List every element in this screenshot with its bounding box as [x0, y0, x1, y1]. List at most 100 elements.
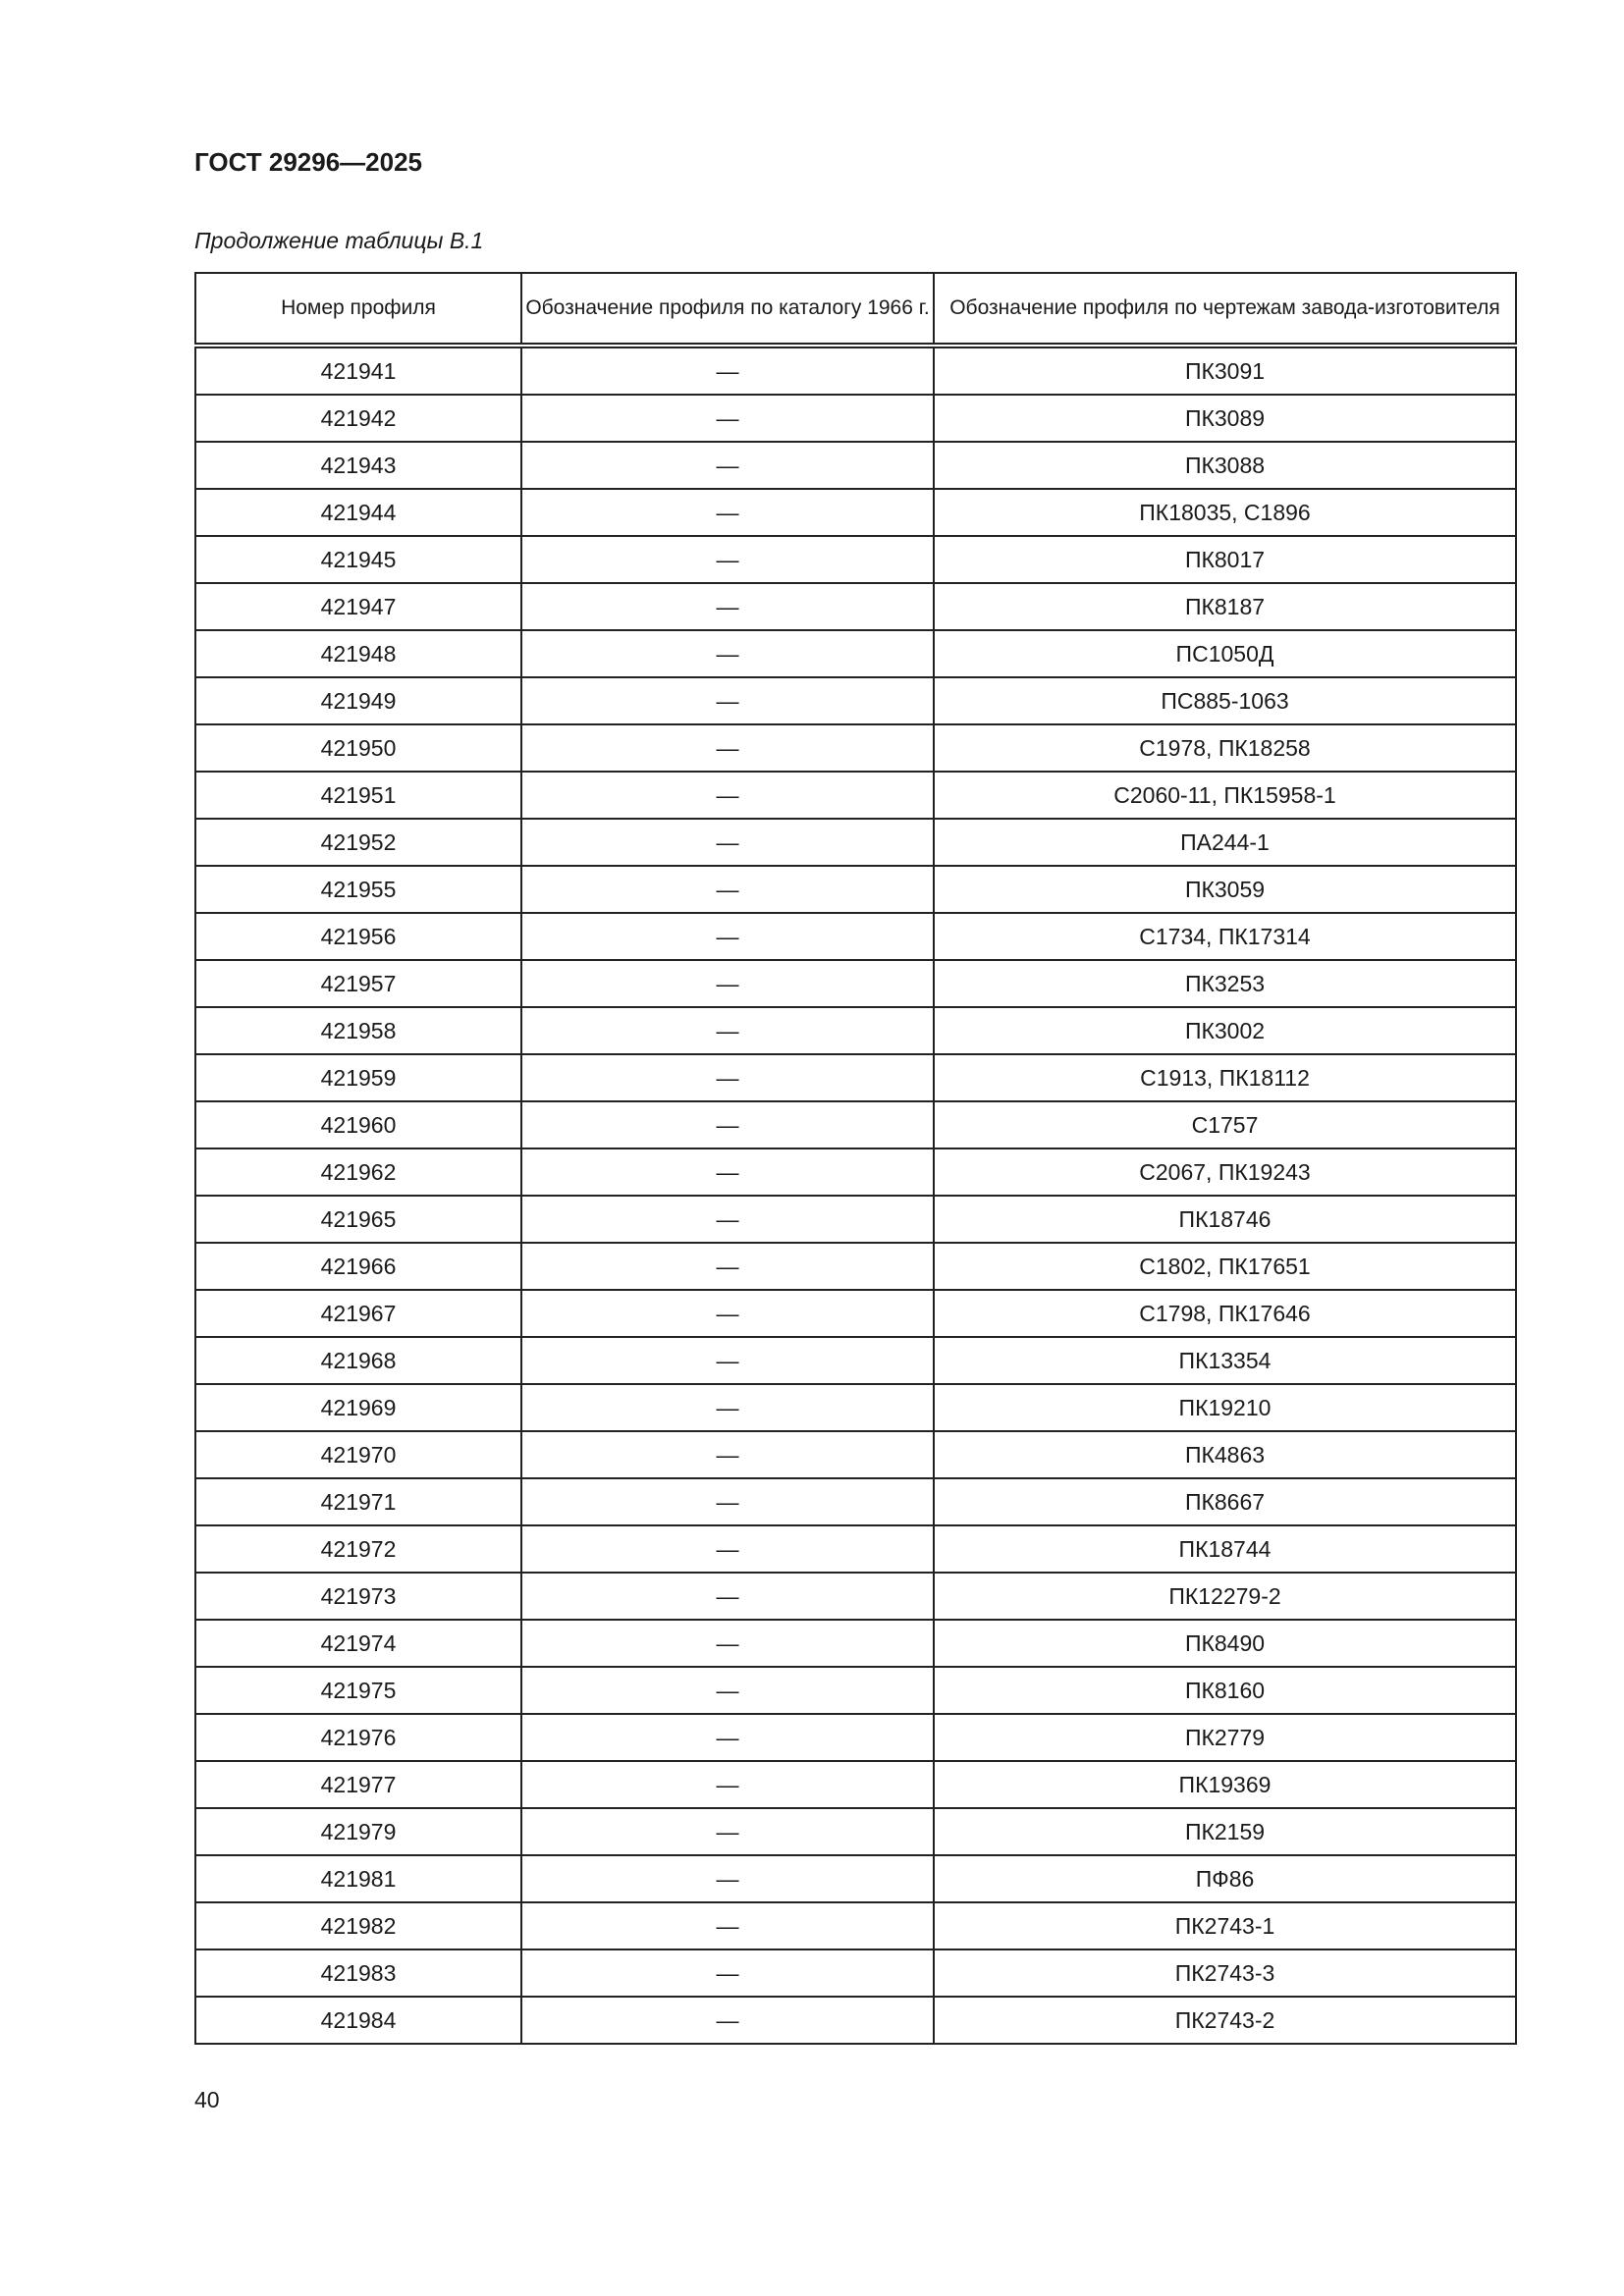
table-row: 421969— ПК19210	[194, 1383, 1517, 1432]
cell-profile-number: 421959	[194, 1053, 522, 1102]
cell-profile-number: 421966	[194, 1242, 522, 1291]
profile-table: Номер профиля Обозначение профиля по кат…	[194, 272, 1517, 2045]
table-row: 421983— ПК2743-3	[194, 1949, 1517, 1998]
table-row: 421941— ПК3091	[194, 345, 1517, 396]
document-title: ГОСТ 29296—2025	[194, 147, 422, 177]
cell-factory-designation: ПК8667	[933, 1477, 1517, 1526]
cell-profile-number: 421973	[194, 1572, 522, 1621]
table-row: 421974— ПК8490	[194, 1619, 1517, 1668]
column-header-catalog-1966: Обозначение профиля по каталогу 1966 г.	[520, 272, 935, 348]
cell-catalog-1966: —	[520, 488, 935, 537]
cell-profile-number: 421976	[194, 1713, 522, 1762]
table-row: 421960— С1757	[194, 1100, 1517, 1149]
cell-catalog-1966: —	[520, 1572, 935, 1621]
table-row: 421944— ПК18035, С1896	[194, 488, 1517, 537]
cell-factory-designation: ПК8017	[933, 535, 1517, 584]
cell-catalog-1966: —	[520, 1383, 935, 1432]
cell-profile-number: 421967	[194, 1289, 522, 1338]
cell-catalog-1966: —	[520, 582, 935, 631]
cell-factory-designation: ПК2743-2	[933, 1996, 1517, 2045]
cell-factory-designation: ПК4863	[933, 1430, 1517, 1479]
cell-profile-number: 421965	[194, 1195, 522, 1244]
table-row: 421947— ПК8187	[194, 582, 1517, 631]
table-row: 421943— ПК3088	[194, 441, 1517, 490]
table-row: 421945— ПК8017	[194, 535, 1517, 584]
cell-catalog-1966: —	[520, 1053, 935, 1102]
table-row: 421957— ПК3253	[194, 959, 1517, 1008]
cell-factory-designation: ПК2159	[933, 1807, 1517, 1856]
cell-catalog-1966: —	[520, 1195, 935, 1244]
table-row: 421967— С1798, ПК17646	[194, 1289, 1517, 1338]
cell-catalog-1966: —	[520, 1760, 935, 1809]
cell-catalog-1966: —	[520, 1713, 935, 1762]
cell-catalog-1966: —	[520, 1854, 935, 1903]
cell-profile-number: 421970	[194, 1430, 522, 1479]
cell-catalog-1966: —	[520, 1524, 935, 1574]
cell-factory-designation: ПК18746	[933, 1195, 1517, 1244]
cell-catalog-1966: —	[520, 1807, 935, 1856]
cell-factory-designation: С1802, ПК17651	[933, 1242, 1517, 1291]
cell-profile-number: 421942	[194, 394, 522, 443]
table-row: 421976— ПК2779	[194, 1713, 1517, 1762]
cell-catalog-1966: —	[520, 1148, 935, 1197]
table-row: 421977— ПК19369	[194, 1760, 1517, 1809]
cell-catalog-1966: —	[520, 441, 935, 490]
page-number: 40	[194, 2087, 220, 2112]
cell-profile-number: 421943	[194, 441, 522, 490]
table-row: 421971— ПК8667	[194, 1477, 1517, 1526]
column-header-profile-number: Номер профиля	[194, 272, 522, 348]
cell-catalog-1966: —	[520, 394, 935, 443]
cell-catalog-1966: —	[520, 676, 935, 725]
cell-factory-designation: ПК8160	[933, 1666, 1517, 1715]
cell-profile-number: 421960	[194, 1100, 522, 1149]
cell-factory-designation: С1798, ПК17646	[933, 1289, 1517, 1338]
cell-factory-designation: ПС885-1063	[933, 676, 1517, 725]
table-row: 421956— С1734, ПК17314	[194, 912, 1517, 961]
cell-profile-number: 421948	[194, 629, 522, 678]
cell-factory-designation: С2060-11, ПК15958-1	[933, 771, 1517, 820]
cell-factory-designation: С2067, ПК19243	[933, 1148, 1517, 1197]
cell-factory-designation: ПК2743-1	[933, 1901, 1517, 1950]
column-header-factory-drawings: Обозначение профиля по чертежам завода-и…	[933, 272, 1517, 348]
cell-profile-number: 421982	[194, 1901, 522, 1950]
cell-profile-number: 421971	[194, 1477, 522, 1526]
table-row: 421975— ПК8160	[194, 1666, 1517, 1715]
cell-profile-number: 421984	[194, 1996, 522, 2045]
table-row: 421972— ПК18744	[194, 1524, 1517, 1574]
cell-factory-designation: ПА244-1	[933, 818, 1517, 867]
table-row: 421948— ПС1050Д	[194, 629, 1517, 678]
table-row: 421955— ПК3059	[194, 865, 1517, 914]
cell-catalog-1966: —	[520, 1289, 935, 1338]
cell-factory-designation: ПК8187	[933, 582, 1517, 631]
cell-profile-number: 421968	[194, 1336, 522, 1385]
table-row: 421984— ПК2743-2	[194, 1996, 1517, 2045]
cell-profile-number: 421949	[194, 676, 522, 725]
cell-profile-number: 421983	[194, 1949, 522, 1998]
cell-factory-designation: С1978, ПК18258	[933, 723, 1517, 773]
table-row: 421982— ПК2743-1	[194, 1901, 1517, 1950]
cell-catalog-1966: —	[520, 345, 935, 396]
cell-profile-number: 421950	[194, 723, 522, 773]
table-row: 421951— С2060-11, ПК15958-1	[194, 771, 1517, 820]
cell-profile-number: 421969	[194, 1383, 522, 1432]
cell-profile-number: 421957	[194, 959, 522, 1008]
cell-profile-number: 421977	[194, 1760, 522, 1809]
cell-factory-designation: С1757	[933, 1100, 1517, 1149]
table-row: 421970— ПК4863	[194, 1430, 1517, 1479]
table-row: 421981— ПФ86	[194, 1854, 1517, 1903]
cell-catalog-1966: —	[520, 1949, 935, 1998]
cell-profile-number: 421951	[194, 771, 522, 820]
cell-profile-number: 421974	[194, 1619, 522, 1668]
table-row: 421979— ПК2159	[194, 1807, 1517, 1856]
cell-profile-number: 421962	[194, 1148, 522, 1197]
cell-factory-designation: ПК3091	[933, 345, 1517, 396]
cell-catalog-1966: —	[520, 1100, 935, 1149]
table-row: 421942— ПК3089	[194, 394, 1517, 443]
cell-factory-designation: ПК18744	[933, 1524, 1517, 1574]
table-row: 421973— ПК12279-2	[194, 1572, 1517, 1621]
cell-catalog-1966: —	[520, 723, 935, 773]
cell-profile-number: 421979	[194, 1807, 522, 1856]
cell-factory-designation: ПФ86	[933, 1854, 1517, 1903]
cell-factory-designation: ПК12279-2	[933, 1572, 1517, 1621]
cell-profile-number: 421944	[194, 488, 522, 537]
